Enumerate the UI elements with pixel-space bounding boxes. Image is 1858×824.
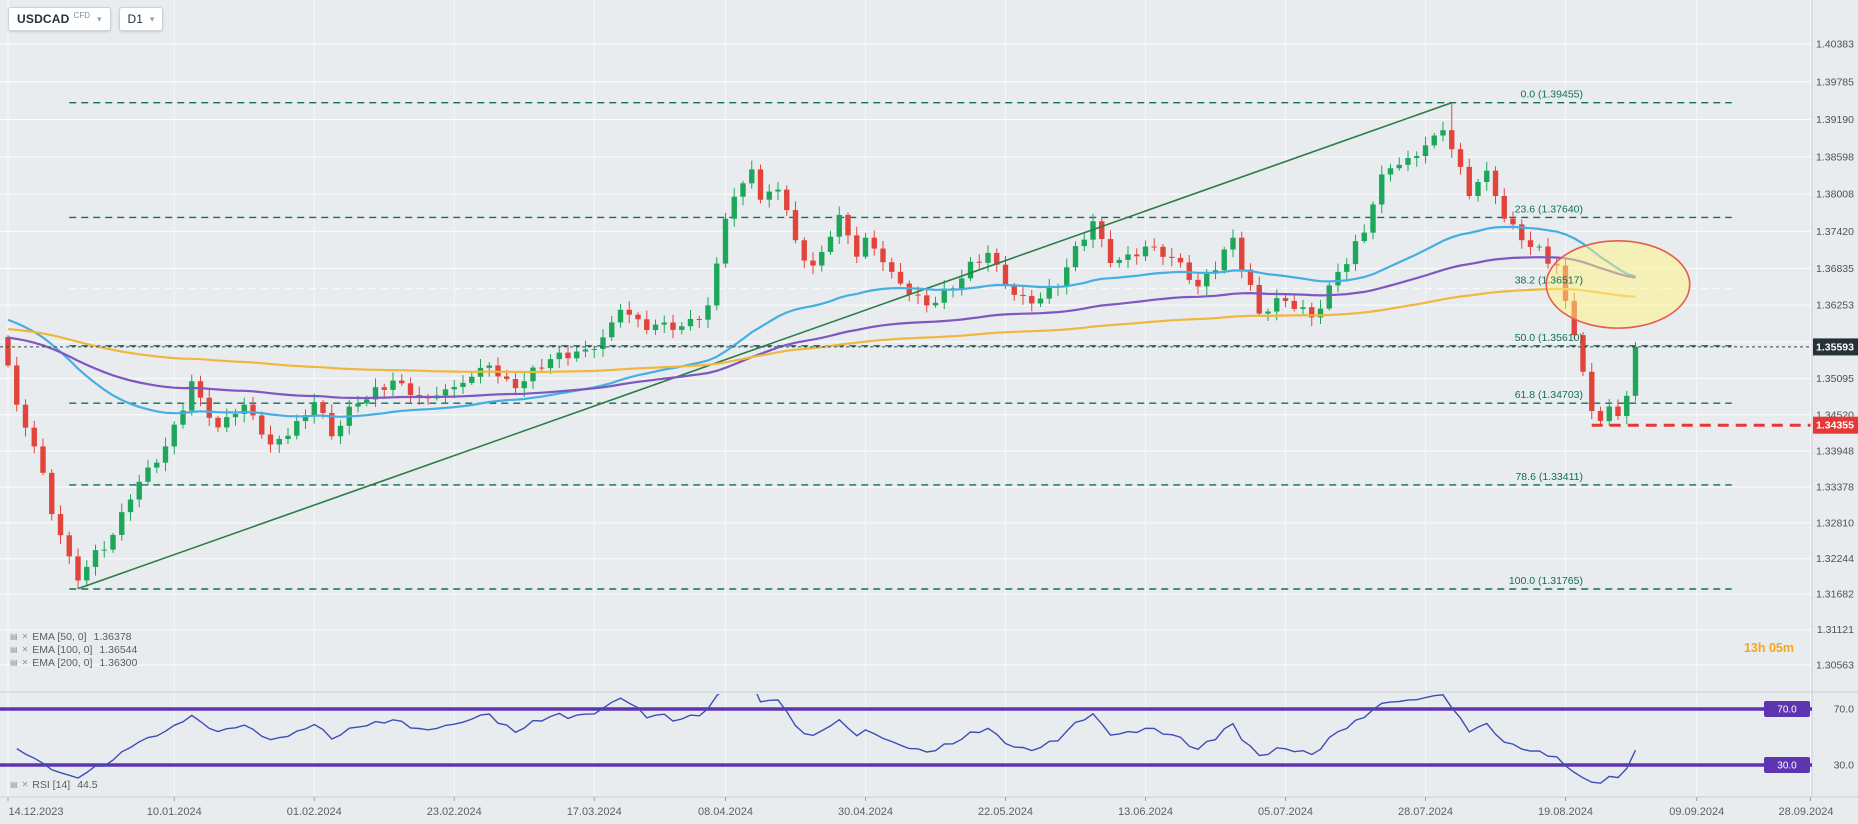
ema100-legend-row: ▤ ✕ EMA [100, 0] 1.36544 [10, 643, 137, 656]
chevron-down-icon: ▾ [97, 13, 102, 24]
svg-text:28.09.2024: 28.09.2024 [1778, 806, 1833, 818]
svg-text:01.02.2024: 01.02.2024 [287, 806, 342, 818]
svg-text:1.38598: 1.38598 [1816, 151, 1854, 163]
rsi-legend-row: ▤ ✕ RSI [14] 44.5 [10, 778, 98, 791]
svg-text:1.33378: 1.33378 [1816, 481, 1854, 493]
chevron-down-icon: ▾ [149, 13, 155, 24]
svg-text:19.08.2024: 19.08.2024 [1538, 806, 1593, 818]
svg-text:1.32810: 1.32810 [1816, 517, 1854, 529]
candle-countdown: 13h 05m [1743, 641, 1794, 655]
ema-legend: ▤ ✕ EMA [50, 0] 1.36378 ▤ ✕ EMA [100, 0]… [10, 630, 137, 669]
svg-text:1.33948: 1.33948 [1816, 445, 1854, 457]
rsi-legend: ▤ ✕ RSI [14] 44.5 [10, 778, 98, 791]
ema200-label: EMA [200, 0] [32, 656, 93, 669]
fibonacci-levels[interactable] [69, 101, 1732, 590]
svg-text:1.35095: 1.35095 [1816, 373, 1854, 385]
svg-text:1.39190: 1.39190 [1816, 114, 1854, 126]
fib-label-23.6: 23.6 (1.37640) [1515, 203, 1583, 215]
svg-text:22.05.2024: 22.05.2024 [978, 806, 1033, 818]
indicator-settings-icon[interactable]: ▤ [10, 644, 18, 654]
svg-text:1.35593: 1.35593 [1816, 341, 1854, 353]
svg-text:1.31121: 1.31121 [1817, 624, 1854, 636]
timeframe-label: D1 [127, 12, 143, 26]
svg-text:1.31682: 1.31682 [1816, 589, 1854, 601]
gridlines [0, 0, 1812, 797]
symbol-label: USDCAD [17, 12, 70, 26]
rsi-band-label-70.0 [1764, 701, 1810, 717]
ema100-label: EMA [100, 0] [32, 643, 93, 656]
remove-indicator-icon[interactable]: ✕ [21, 644, 29, 654]
svg-text:1.36253: 1.36253 [1816, 300, 1854, 312]
rsi-line [16, 694, 1637, 784]
svg-text:1.37420: 1.37420 [1816, 226, 1854, 238]
ema50-line [7, 225, 1636, 418]
svg-text:1.32244: 1.32244 [1816, 553, 1854, 565]
timeframe-selector[interactable]: D1 ▾ [118, 7, 164, 31]
ema200-value: 1.36300 [99, 656, 138, 669]
ema200-legend-row: ▤ ✕ EMA [200, 0] 1.36300 [10, 656, 137, 669]
trendline[interactable] [77, 101, 1453, 590]
rsi-label: RSI [14] [32, 778, 71, 791]
svg-text:13.06.2024: 13.06.2024 [1118, 806, 1173, 818]
alert-price-label [1813, 416, 1858, 434]
svg-text:1.30563: 1.30563 [1816, 660, 1854, 672]
remove-indicator-icon[interactable]: ✕ [21, 779, 29, 789]
fib-label-78.6: 78.6 (1.33411) [1515, 471, 1583, 483]
svg-text:23.02.2024: 23.02.2024 [427, 806, 482, 818]
svg-text:17.03.2024: 17.03.2024 [567, 806, 622, 818]
fibonacci-labels: 0.0 (1.39455) 23.6 (1.37640) 38.2 (1.36517… [1509, 89, 1583, 587]
svg-text:70.0: 70.0 [1777, 705, 1797, 716]
fib-label-100.0: 100.0 (1.31765) [1509, 575, 1583, 587]
fib-label-50.0: 50.0 (1.35610) [1515, 332, 1583, 344]
svg-text:30.0: 30.0 [1834, 760, 1855, 772]
ema200-line [7, 287, 1636, 374]
fib-label-38.2: 38.2 (1.36517) [1515, 274, 1583, 286]
remove-indicator-icon[interactable]: ✕ [21, 631, 29, 641]
remove-indicator-icon[interactable]: ✕ [21, 657, 29, 667]
fib-label-0.0: 0.0 (1.39455) [1521, 89, 1583, 101]
ellipse-annotation[interactable] [1545, 240, 1691, 329]
svg-text:05.07.2024: 05.07.2024 [1258, 806, 1313, 818]
ema100-line [7, 256, 1636, 400]
svg-text:09.09.2024: 09.09.2024 [1669, 806, 1724, 818]
ema50-label: EMA [50, 0] [32, 630, 87, 643]
svg-text:08.04.2024: 08.04.2024 [698, 806, 753, 818]
svg-text:70.0: 70.0 [1834, 704, 1855, 716]
ema50-value: 1.36378 [93, 630, 132, 643]
rsi-pane: 70.0 70.0 30.0 30.0 [0, 694, 1855, 784]
svg-text:14.12.2023: 14.12.2023 [8, 806, 63, 818]
time-axis[interactable]: 14.12.2023 10.01.2024 01.02.2024 23.02.2024… [7, 797, 1834, 818]
svg-text:1.39785: 1.39785 [1816, 76, 1854, 88]
svg-text:1.38008: 1.38008 [1816, 189, 1854, 201]
instrument-type-badge: CFD [73, 11, 90, 20]
svg-text:30.0: 30.0 [1777, 761, 1797, 772]
indicator-settings-icon[interactable]: ▤ [10, 779, 18, 789]
indicator-settings-icon[interactable]: ▤ [10, 657, 18, 667]
symbol-selector[interactable]: USDCAD CFD ▾ [8, 7, 111, 31]
ema50-legend-row: ▤ ✕ EMA [50, 0] 1.36378 [10, 630, 137, 643]
svg-text:1.36835: 1.36835 [1816, 263, 1854, 275]
current-price-label [1813, 338, 1858, 356]
svg-text:28.07.2024: 28.07.2024 [1398, 806, 1453, 818]
svg-text:1.40383: 1.40383 [1816, 39, 1854, 51]
svg-text:30.04.2024: 30.04.2024 [838, 806, 893, 818]
rsi-band-label-30.0 [1764, 757, 1810, 773]
indicator-settings-icon[interactable]: ▤ [10, 631, 18, 641]
ema100-value: 1.36544 [99, 643, 138, 656]
fib-label-61.8: 61.8 (1.34703) [1515, 389, 1583, 401]
svg-text:10.01.2024: 10.01.2024 [147, 806, 202, 818]
svg-text:1.34355: 1.34355 [1816, 420, 1854, 432]
chart-toolbar: USDCAD CFD ▾ D1 ▾ [8, 7, 164, 31]
rsi-value: 44.5 [77, 778, 98, 791]
